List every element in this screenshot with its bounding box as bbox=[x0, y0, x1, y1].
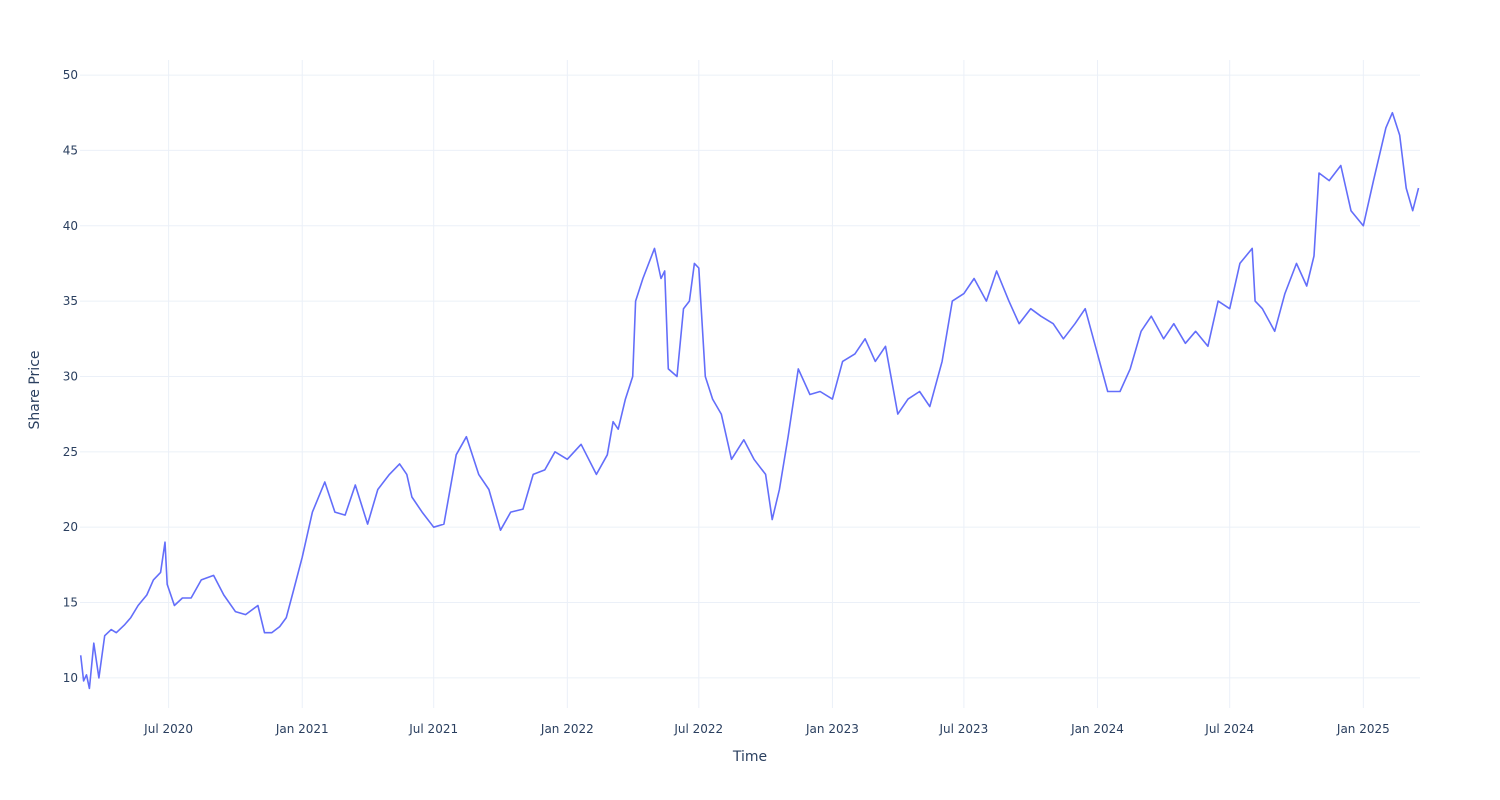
y-tick-label: 35 bbox=[63, 294, 78, 308]
x-gridlines bbox=[168, 60, 1364, 708]
x-tick-label: Jul 2020 bbox=[143, 722, 193, 736]
x-tick-label: Jul 2024 bbox=[1204, 722, 1254, 736]
x-tick-label: Jan 2024 bbox=[1070, 722, 1124, 736]
y-tick-label: 25 bbox=[63, 445, 78, 459]
x-tick-label: Jul 2022 bbox=[673, 722, 723, 736]
y-axis-title: Share Price bbox=[27, 350, 43, 429]
x-tick-label: Jul 2021 bbox=[408, 722, 458, 736]
y-tick-label: 50 bbox=[63, 68, 78, 82]
x-tick-label: Jan 2023 bbox=[805, 722, 859, 736]
x-tick-label: Jan 2022 bbox=[540, 722, 594, 736]
x-tick-label: Jul 2023 bbox=[938, 722, 988, 736]
y-tick-label: 20 bbox=[63, 520, 78, 534]
y-tick-label: 45 bbox=[63, 143, 78, 157]
y-axis-tick-labels: 10 15 20 25 30 35 40 45 50 bbox=[63, 68, 78, 685]
x-tick-label: Jan 2025 bbox=[1336, 722, 1390, 736]
y-tick-label: 15 bbox=[63, 596, 78, 610]
x-axis-tick-labels: Jul 2020 Jan 2021 Jul 2021 Jan 2022 Jul 2022… bbox=[143, 722, 1390, 736]
y-tick-label: 10 bbox=[63, 671, 78, 685]
x-axis-title: Time bbox=[732, 749, 767, 765]
x-tick-label: Jan 2021 bbox=[275, 722, 329, 736]
share-price-series-line bbox=[79, 111, 1420, 690]
y-tick-label: 30 bbox=[63, 369, 78, 383]
y-tick-label: 40 bbox=[63, 219, 78, 233]
